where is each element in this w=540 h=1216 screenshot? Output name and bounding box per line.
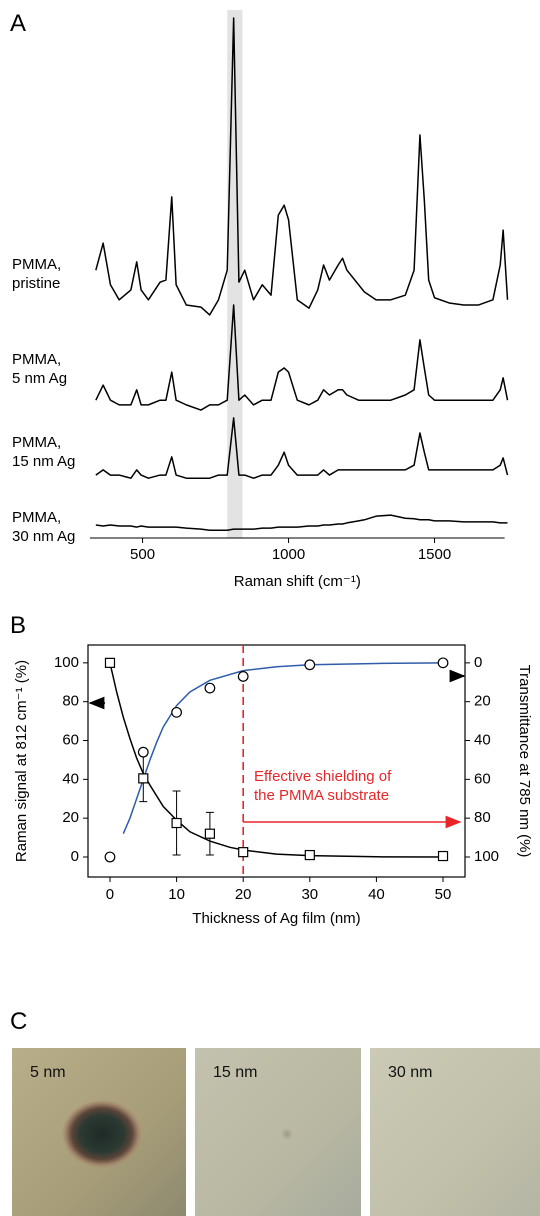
- y-tick-label: 0: [71, 848, 79, 865]
- y2-tick-label: 0: [474, 654, 482, 671]
- spectrum-line: [95, 17, 509, 316]
- x-tick-label: 30: [301, 886, 318, 903]
- y2-axis-label: Transmittance at 785 nm (%): [516, 665, 533, 858]
- square-marker: [304, 849, 315, 861]
- spectrum-line: [95, 304, 509, 411]
- fit-curve: [109, 662, 444, 858]
- photo: 15 nm: [195, 1048, 361, 1216]
- photo-label: 15 nm: [213, 1064, 258, 1081]
- circle-marker: [237, 671, 249, 682]
- panel-label: A: [10, 10, 27, 37]
- circle-marker: [204, 682, 216, 694]
- y-tick-label: 40: [62, 770, 79, 787]
- x-tick-label: 500: [130, 546, 155, 563]
- y-tick-label: 60: [62, 731, 79, 748]
- circle-marker: [437, 657, 449, 669]
- photo-label: 30 nm: [388, 1064, 433, 1081]
- legend-label: PMMA, 15 nm Ag: [12, 434, 76, 470]
- photo: 30 nm: [370, 1048, 540, 1216]
- x-tick-label: 50: [435, 886, 452, 903]
- y2-tick-label: 20: [474, 693, 491, 710]
- x-tick-label: 1000: [272, 546, 305, 563]
- square-marker: [138, 773, 149, 784]
- y2-tick-label: 40: [474, 731, 491, 748]
- photo-label: 5 nm: [30, 1064, 66, 1081]
- panel-label: B: [10, 612, 27, 639]
- y2-tick-label: 100: [474, 848, 499, 865]
- legend-label: PMMA, pristine: [12, 256, 62, 292]
- y-tick-label: 20: [62, 809, 79, 826]
- x-tick-label: 1500: [418, 546, 451, 563]
- panel-label: C: [10, 1008, 28, 1035]
- photo: 5 nm: [12, 1048, 186, 1216]
- circle-marker: [304, 659, 316, 671]
- spectrum-line: [95, 417, 509, 479]
- legend-label: PMMA, 30 nm Ag: [12, 509, 76, 545]
- square-marker: [171, 817, 182, 829]
- y-axis-label: Raman signal at 812 cm⁻¹ (%): [13, 660, 30, 862]
- circle-marker: [137, 746, 149, 758]
- legend-label: PMMA, 5 nm Ag: [12, 351, 68, 387]
- y2-tick-label: 60: [474, 770, 491, 787]
- square-marker: [437, 850, 449, 862]
- x-tick-label: 40: [368, 886, 385, 903]
- y-tick-label: 80: [62, 693, 79, 710]
- y2-tick-label: 80: [474, 809, 491, 826]
- x-axis-label: Raman shift (cm⁻¹): [234, 573, 361, 590]
- x-axis-label: Thickness of Ag film (nm): [192, 910, 360, 927]
- y-tick-label: 100: [54, 654, 79, 671]
- plot-frame: [87, 644, 466, 878]
- square-marker: [238, 847, 249, 858]
- circle-marker: [104, 851, 116, 863]
- x-tick-label: 10: [168, 886, 185, 903]
- x-tick-label: 20: [235, 886, 252, 903]
- x-tick-label: 0: [106, 886, 114, 903]
- spectrum-line: [95, 514, 508, 531]
- square-marker: [204, 828, 215, 839]
- square-marker: [104, 657, 116, 668]
- circle-marker: [171, 706, 182, 718]
- annotation: Effective shielding of the PMMA substrat…: [254, 768, 392, 804]
- fit-curve: [122, 662, 444, 835]
